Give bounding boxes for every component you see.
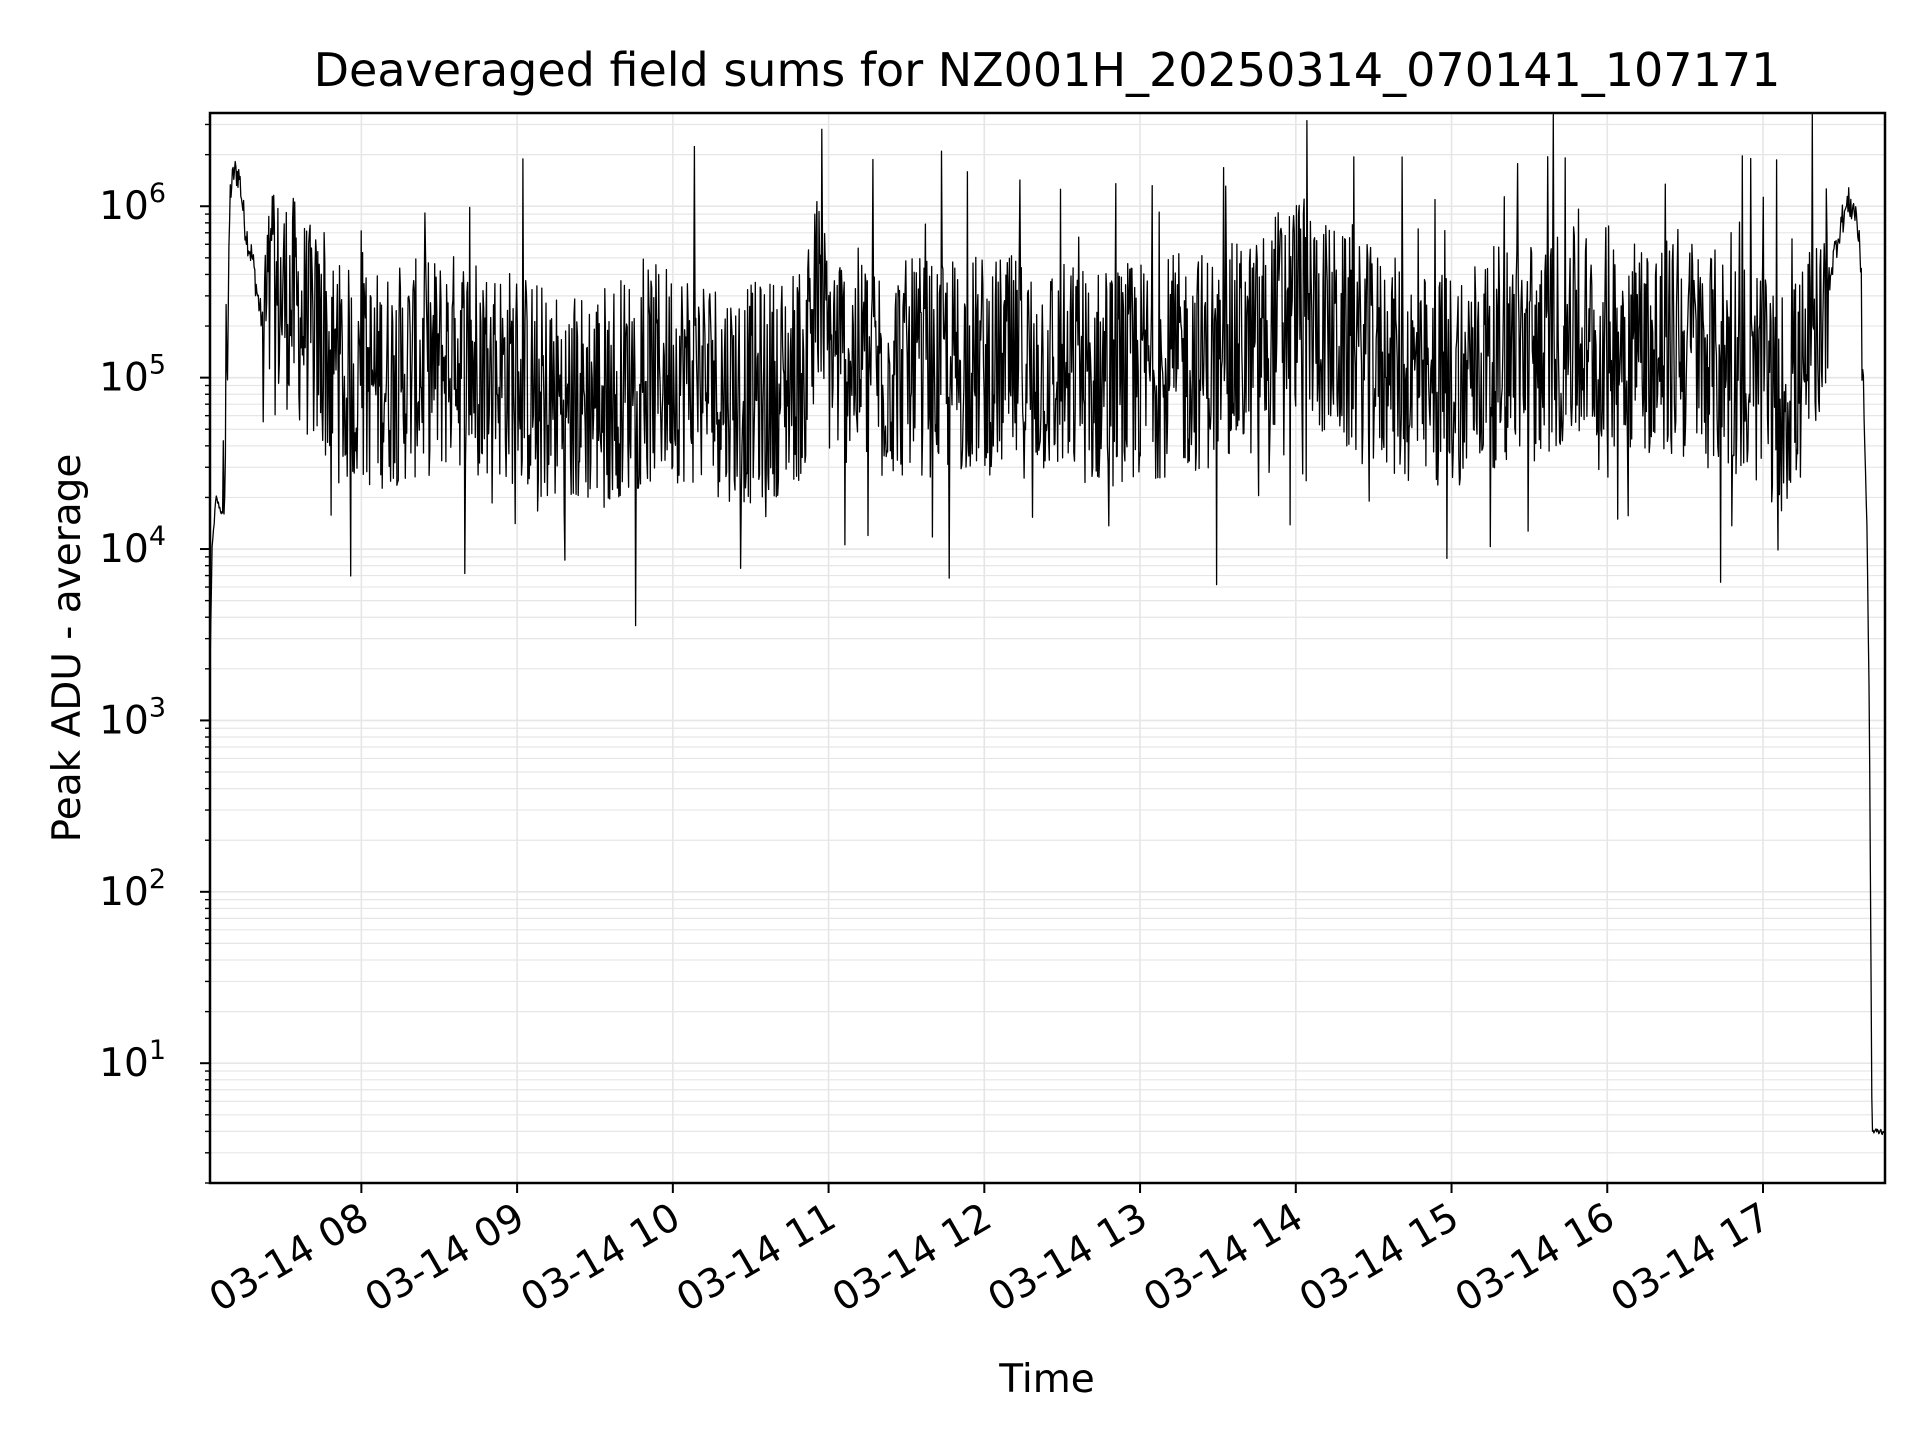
chart-title: Deaveraged field sums for NZ001H_2025031… [314,43,1781,97]
y-tick-label: 104 [99,521,166,572]
y-tick-exponent: 1 [149,1035,166,1066]
y-tick-label: 105 [99,350,166,401]
x-axis-label: Time [998,1357,1094,1402]
y-tick-base: 10 [99,184,149,229]
y-tick-base: 10 [99,1041,149,1086]
y-tick-label: 101 [99,1035,166,1086]
y-tick-base: 10 [99,698,149,743]
y-tick-base: 10 [99,870,149,915]
y-axis-label: Peak ADU - average [45,454,90,843]
y-tick-exponent: 2 [149,864,166,895]
y-tick-exponent: 6 [149,178,166,209]
y-tick-exponent: 4 [149,521,166,552]
y-tick-label: 103 [99,692,166,743]
plot-frame [208,111,1887,1185]
y-tick-base: 10 [99,527,149,572]
y-tick-label: 102 [99,864,166,915]
y-tick-base: 10 [99,356,149,401]
y-tick-exponent: 5 [149,350,166,381]
y-tick-label: 106 [99,178,166,229]
series-line [209,113,1885,1136]
series-layer [209,113,1885,1136]
y-tick-exponent: 3 [149,692,166,723]
